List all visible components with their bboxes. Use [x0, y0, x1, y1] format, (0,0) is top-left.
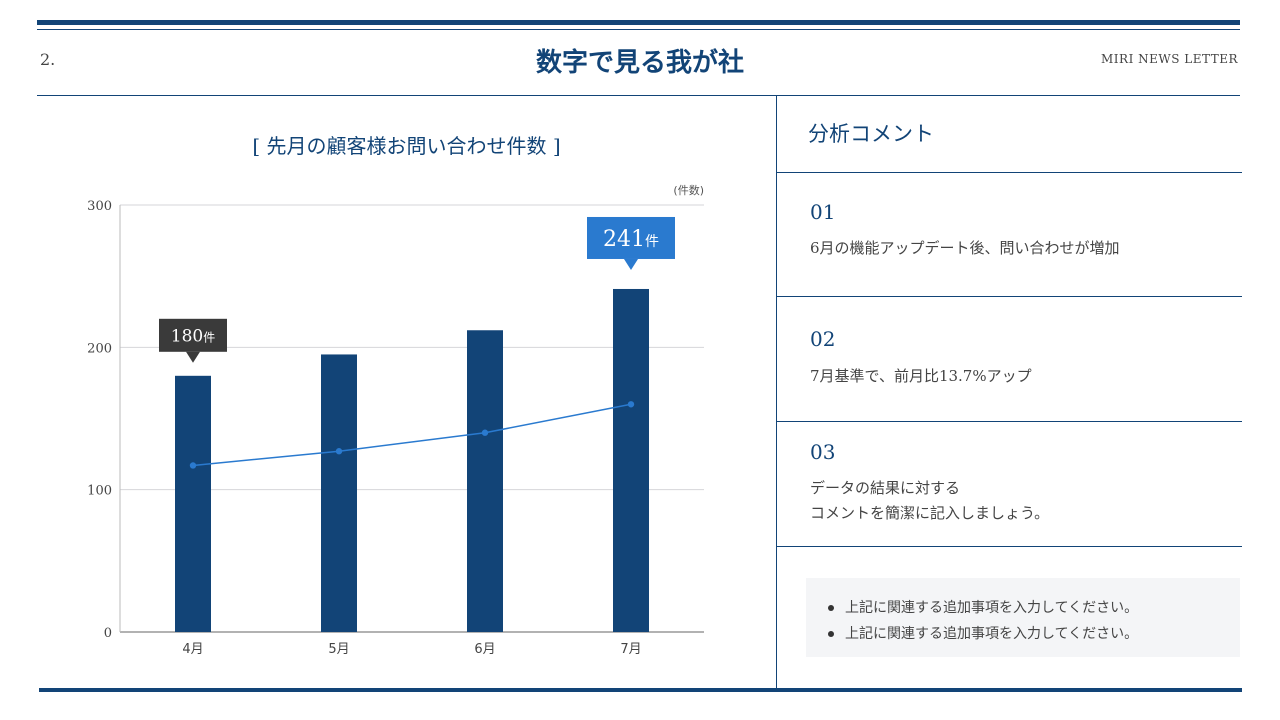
unit-label: (件数) — [673, 184, 704, 197]
divider — [777, 296, 1242, 297]
divider — [777, 172, 1242, 173]
callout-value: 180 — [171, 326, 203, 346]
trend-point — [189, 462, 197, 469]
x-tick-label: 6月 — [474, 642, 495, 657]
bar — [321, 354, 357, 632]
item-text-line: コメントを簡潔に記入しましょう。 — [810, 504, 1050, 522]
item-text-line: データの結果に対する — [810, 479, 961, 497]
y-tick-label: 100 — [87, 484, 112, 499]
callout-pointer — [624, 258, 638, 270]
chart-title: [ 先月の顧客様お問い合わせ件数 ] — [252, 134, 561, 158]
y-tick-label: 200 — [87, 341, 112, 356]
x-tick-label: 5月 — [328, 642, 349, 657]
callout-label: 241件 — [603, 227, 659, 252]
x-tick-label: 7月 — [620, 642, 641, 657]
header-divider — [37, 95, 1240, 96]
top-rule-thin — [37, 29, 1240, 30]
brand-label: MIRI NEWS LETTER — [1101, 52, 1238, 66]
callout-box — [159, 318, 227, 352]
trend-point — [481, 429, 489, 436]
callout-label: 180件 — [171, 326, 215, 346]
callout-unit: 件 — [203, 330, 215, 344]
page-number: 2. — [40, 50, 56, 69]
callout-value: 241 — [603, 227, 645, 252]
notes-box: 上記に関連する追加事項を入力してください。 上記に関連する追加事項を入力してくだ… — [806, 578, 1240, 657]
divider — [777, 546, 1242, 547]
page-title: 数字で見る我が社 — [535, 48, 744, 78]
y-tick-label: 300 — [87, 199, 112, 214]
item-number: 02 — [810, 327, 836, 351]
item-text: 7月基準で、前月比13.7%アップ — [810, 367, 1032, 385]
item-text: 6月の機能アップデート後、問い合わせが増加 — [810, 239, 1120, 257]
note-item: 上記に関連する追加事項を入力してください。 — [828, 621, 1240, 647]
column-divider — [776, 96, 777, 690]
trend-point — [335, 448, 343, 455]
bar — [175, 375, 211, 632]
top-rule — [37, 20, 1240, 25]
bar — [613, 288, 649, 632]
bottom-rule — [39, 688, 1242, 692]
trend-line — [192, 403, 632, 467]
item-number: 03 — [810, 440, 836, 464]
trend-point — [627, 401, 635, 408]
item-number: 01 — [810, 200, 836, 224]
callout-unit: 件 — [645, 234, 659, 250]
y-tick-label: 0 — [104, 626, 112, 641]
divider — [777, 421, 1242, 422]
callout-pointer — [186, 351, 200, 363]
x-tick-label: 4月 — [182, 642, 203, 657]
analysis-heading: 分析コメント — [808, 122, 934, 146]
bar — [467, 330, 503, 632]
item-text: データの結果に対する コメントを簡潔に記入しましょう。 — [810, 476, 1049, 526]
callout-box — [587, 216, 675, 259]
note-item: 上記に関連する追加事項を入力してください。 — [828, 595, 1240, 621]
